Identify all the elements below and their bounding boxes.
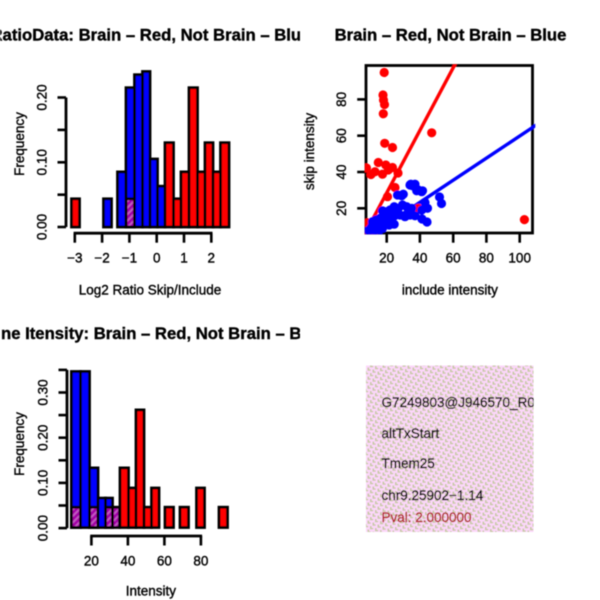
svg-text:−1: −1 [122, 251, 137, 266]
svg-text:2: 2 [208, 251, 216, 266]
svg-text:0.20: 0.20 [35, 84, 50, 110]
svg-text:Tmem25: Tmem25 [382, 456, 435, 471]
svg-text:0.00: 0.00 [36, 515, 51, 541]
svg-text:40: 40 [334, 164, 349, 179]
svg-text:0.10: 0.10 [36, 470, 51, 496]
svg-text:0.20: 0.20 [36, 425, 51, 451]
svg-text:Log2 Ratio Skip/Include: Log2 Ratio Skip/Include [79, 283, 222, 298]
svg-text:60: 60 [334, 128, 349, 143]
svg-text:80: 80 [479, 251, 494, 266]
svg-text:40: 40 [412, 251, 427, 266]
svg-text:40: 40 [120, 554, 135, 569]
svg-text:chr9.25902−1.14: chr9.25902−1.14 [382, 488, 484, 503]
svg-text:−2: −2 [94, 251, 109, 266]
svg-text:20: 20 [334, 201, 349, 216]
svg-text:skip intensity: skip intensity [302, 113, 317, 191]
svg-text:0.00: 0.00 [35, 214, 50, 240]
svg-text:0: 0 [153, 251, 161, 266]
svg-text:include intensity: include intensity [402, 283, 498, 298]
svg-text:Frequency: Frequency [12, 112, 27, 176]
svg-text:1: 1 [180, 251, 188, 266]
svg-text:100: 100 [508, 251, 531, 266]
svg-text:−3: −3 [67, 251, 82, 266]
svg-text:altTxStart: altTxStart [382, 426, 440, 441]
svg-text:20: 20 [84, 554, 99, 569]
svg-text:Frequency: Frequency [12, 412, 27, 476]
svg-text:0.30: 0.30 [36, 379, 51, 405]
svg-text:0.10: 0.10 [35, 149, 50, 175]
svg-text:20: 20 [379, 251, 394, 266]
svg-text:60: 60 [446, 251, 461, 266]
svg-text:RatioData: Brain – Red, Not Br: RatioData: Brain – Red, Not Brain – Blue [0, 26, 310, 45]
svg-text:Intensity: Intensity [126, 584, 177, 599]
svg-text:G7249803@J946570_R01: G7249803@J946570_R01 [382, 395, 543, 410]
svg-text:80: 80 [193, 554, 208, 569]
svg-text:Brain – Red, Not Brain – Blue: Brain – Red, Not Brain – Blue [335, 26, 567, 45]
svg-text:Pval: 2.000000: Pval: 2.000000 [382, 510, 472, 525]
svg-text:80: 80 [334, 92, 349, 107]
svg-text:60: 60 [157, 554, 172, 569]
svg-text:ne Itensity: Brain – Red, Not: ne Itensity: Brain – Red, Not Brain – Bl… [1, 324, 326, 343]
